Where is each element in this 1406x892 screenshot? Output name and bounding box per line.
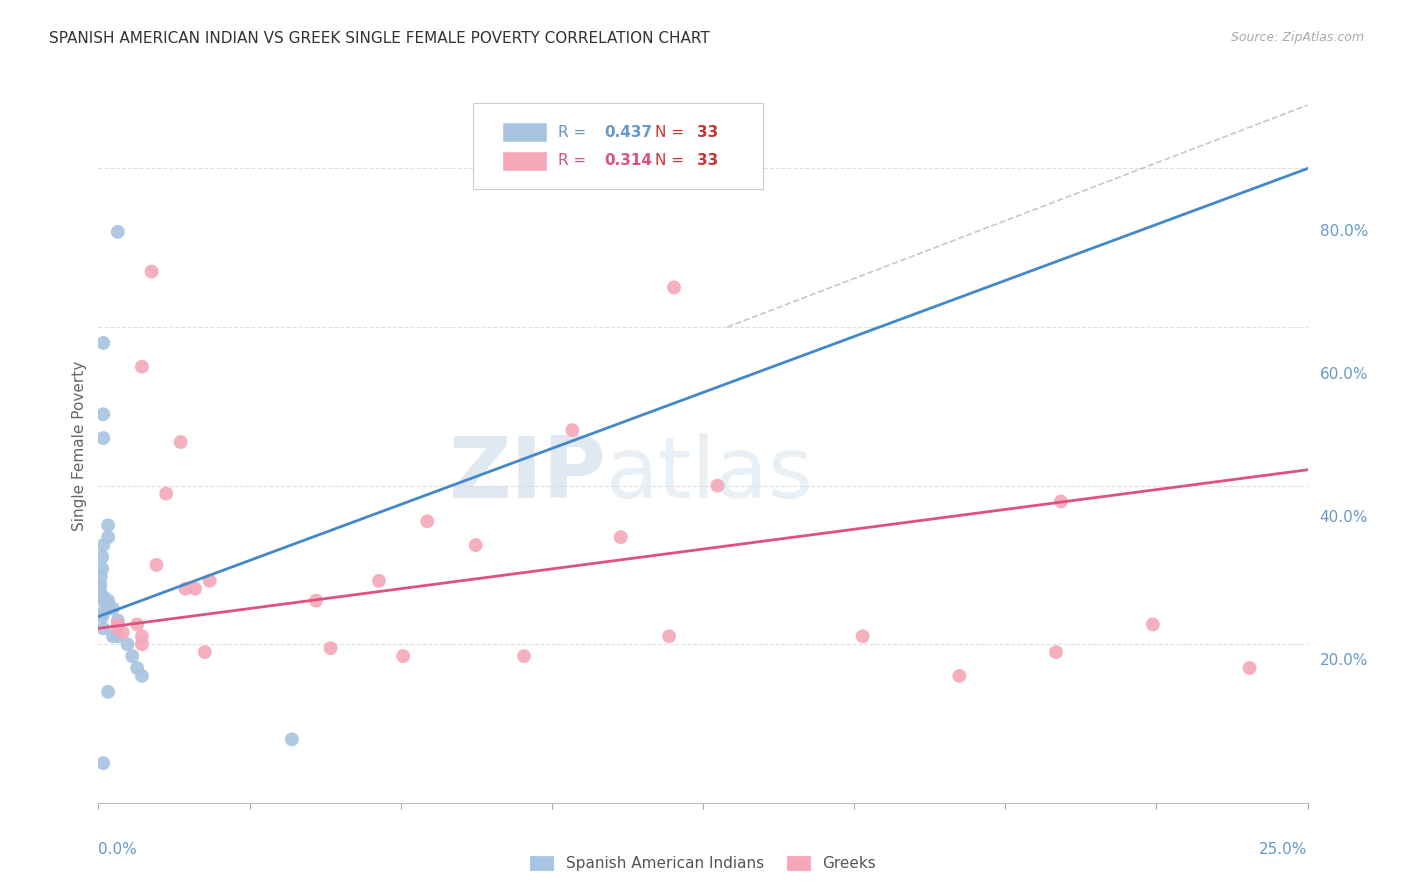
- Point: [111, 625, 134, 640]
- Point: [90, 590, 112, 604]
- Text: 25.0%: 25.0%: [1260, 842, 1308, 857]
- Point: [1045, 645, 1067, 659]
- FancyBboxPatch shape: [503, 123, 546, 141]
- Point: [101, 601, 124, 615]
- Text: SPANISH AMERICAN INDIAN VS GREEK SINGLE FEMALE POVERTY CORRELATION CHART: SPANISH AMERICAN INDIAN VS GREEK SINGLE …: [49, 31, 710, 46]
- Point: [662, 280, 685, 294]
- Point: [91, 590, 114, 604]
- Point: [91, 562, 114, 576]
- Point: [145, 558, 167, 572]
- Point: [107, 621, 129, 635]
- Point: [852, 629, 875, 643]
- Point: [107, 614, 129, 628]
- Point: [127, 617, 149, 632]
- Point: [97, 685, 120, 699]
- Text: R =: R =: [558, 125, 591, 139]
- Point: [97, 598, 120, 612]
- Point: [127, 661, 149, 675]
- Point: [91, 756, 114, 771]
- Point: [101, 629, 124, 643]
- Point: [97, 601, 120, 615]
- Point: [706, 478, 728, 492]
- Point: [169, 435, 191, 450]
- Point: [141, 264, 163, 278]
- Point: [368, 574, 391, 588]
- Point: [89, 585, 111, 599]
- FancyBboxPatch shape: [503, 152, 546, 169]
- Point: [91, 621, 114, 635]
- Text: 80.0%: 80.0%: [1320, 225, 1368, 239]
- Text: 33: 33: [697, 153, 718, 168]
- Point: [392, 649, 415, 664]
- Point: [97, 593, 120, 607]
- FancyBboxPatch shape: [474, 103, 763, 189]
- Text: 0.0%: 0.0%: [98, 842, 138, 857]
- Point: [91, 549, 114, 564]
- Point: [1239, 661, 1261, 675]
- Point: [155, 486, 177, 500]
- Point: [91, 431, 114, 445]
- Point: [91, 407, 114, 421]
- Point: [89, 582, 111, 596]
- Point: [1142, 617, 1164, 632]
- Point: [174, 582, 197, 596]
- Point: [91, 538, 114, 552]
- Point: [121, 649, 143, 664]
- Point: [91, 606, 114, 620]
- Point: [1050, 494, 1073, 508]
- Point: [305, 593, 328, 607]
- Text: N =: N =: [655, 153, 689, 168]
- Text: 20.0%: 20.0%: [1320, 653, 1368, 667]
- Point: [319, 641, 342, 656]
- Text: 40.0%: 40.0%: [1320, 510, 1368, 524]
- Point: [658, 629, 681, 643]
- Text: 33: 33: [697, 125, 718, 139]
- Point: [97, 530, 120, 544]
- Text: 0.314: 0.314: [603, 153, 652, 168]
- Point: [464, 538, 486, 552]
- Point: [131, 629, 153, 643]
- Text: 0.437: 0.437: [603, 125, 652, 139]
- Point: [194, 645, 217, 659]
- Point: [131, 669, 153, 683]
- Text: 60.0%: 60.0%: [1320, 368, 1368, 382]
- Point: [107, 617, 129, 632]
- Point: [131, 637, 153, 651]
- Point: [610, 530, 633, 544]
- Y-axis label: Single Female Poverty: Single Female Poverty: [72, 361, 87, 531]
- Point: [948, 669, 970, 683]
- Point: [117, 637, 139, 651]
- Point: [91, 335, 114, 350]
- Point: [90, 570, 112, 584]
- Text: N =: N =: [655, 125, 689, 139]
- Point: [416, 514, 439, 528]
- Point: [107, 629, 129, 643]
- Point: [513, 649, 536, 664]
- Point: [561, 423, 583, 437]
- Text: R =: R =: [558, 153, 591, 168]
- Point: [91, 593, 114, 607]
- Point: [131, 359, 153, 374]
- Point: [184, 582, 207, 596]
- Point: [281, 732, 304, 747]
- Point: [91, 609, 114, 624]
- Point: [89, 578, 111, 592]
- Point: [107, 225, 129, 239]
- Text: atlas: atlas: [606, 433, 814, 516]
- Point: [97, 518, 120, 533]
- Text: Source: ZipAtlas.com: Source: ZipAtlas.com: [1230, 31, 1364, 45]
- Text: ZIP: ZIP: [449, 433, 606, 516]
- Point: [198, 574, 221, 588]
- Legend: Spanish American Indians, Greeks: Spanish American Indians, Greeks: [524, 850, 882, 877]
